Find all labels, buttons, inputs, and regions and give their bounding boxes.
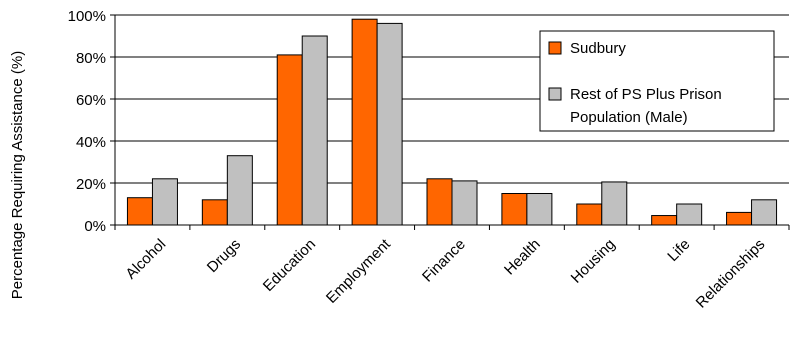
- bar-sudbury-employment: [351, 18, 378, 226]
- y-tick-label: 100%: [68, 8, 106, 25]
- bar-rest-of-ps-plus-employment: [376, 22, 403, 226]
- legend-swatch: [548, 87, 562, 101]
- y-tick-label: 40%: [76, 134, 106, 151]
- bar-rest-of-ps-plus-finance: [451, 180, 478, 226]
- x-tick-label: Finance: [419, 236, 469, 286]
- legend-box: [539, 30, 775, 132]
- x-tick-label: Alcohol: [122, 236, 169, 283]
- x-tick-label: Education: [260, 236, 319, 295]
- bar-rest-of-ps-plus-health: [526, 193, 553, 226]
- x-tick-label: Employment: [323, 235, 395, 307]
- bar-sudbury-finance: [426, 178, 453, 226]
- bar-sudbury-life: [651, 215, 678, 226]
- bar-series: [126, 18, 778, 226]
- legend-label: Sudbury: [570, 40, 626, 57]
- bar-rest-of-ps-plus-housing: [601, 181, 628, 226]
- y-tick-label: 0%: [84, 218, 106, 235]
- bar-rest-of-ps-plus-education: [301, 35, 328, 226]
- bar-sudbury-relationships: [726, 211, 753, 226]
- legend-swatch: [548, 41, 562, 55]
- y-tick-label: 60%: [76, 92, 106, 109]
- x-tick-label: Life: [664, 236, 693, 265]
- bar-sudbury-alcohol: [126, 197, 153, 226]
- bar-sudbury-drugs: [201, 199, 228, 226]
- x-tick-labels: Alcohol Drugs Education Employment Finance He…: [122, 235, 768, 311]
- bar-rest-of-ps-plus-relationships: [751, 199, 778, 226]
- legend: Sudbury Rest of PS Plus Prison Population …: [539, 30, 775, 132]
- legend-label: Population (Male): [570, 109, 688, 126]
- y-tick-label: 80%: [76, 50, 106, 67]
- x-tick-label: Drugs: [204, 236, 244, 276]
- bar-rest-of-ps-plus-alcohol: [151, 178, 178, 226]
- y-tick-label: 20%: [76, 176, 106, 193]
- bar-rest-of-ps-plus-drugs: [226, 155, 253, 226]
- y-tick-labels: 0% 20% 40% 60% 80% 100%: [68, 8, 106, 235]
- y-axis-label: Percentage Requiring Assistance (%): [9, 51, 26, 299]
- bar-sudbury-education: [276, 54, 303, 226]
- x-tick-label: Health: [501, 236, 544, 279]
- legend-label: Rest of PS Plus Prison: [570, 86, 722, 103]
- bar-sudbury-health: [501, 193, 528, 226]
- axes: [110, 14, 790, 230]
- bar-sudbury-housing: [576, 203, 603, 226]
- x-tick-label: Housing: [568, 236, 619, 287]
- x-tick-label: Relationships: [693, 236, 769, 312]
- bar-rest-of-ps-plus-life: [676, 203, 703, 226]
